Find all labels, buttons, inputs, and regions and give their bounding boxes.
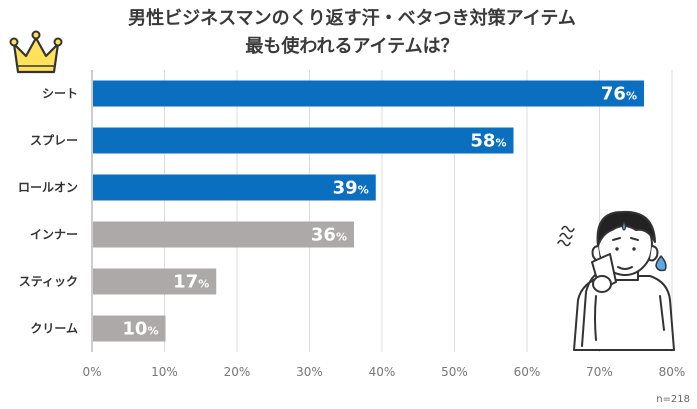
x-tick-label: 10% [151, 365, 178, 379]
x-tick-label: 80% [659, 365, 686, 379]
bar-layer [93, 80, 644, 342]
x-tick-label: 40% [369, 365, 396, 379]
data-label: 36% [311, 225, 347, 246]
x-tick-label: 30% [296, 365, 323, 379]
bar [93, 315, 166, 342]
data-label: 17% [173, 272, 209, 293]
category-label: スティック [19, 275, 78, 289]
x-tick-label: 20% [224, 365, 251, 379]
bar [93, 80, 644, 107]
bar [93, 174, 376, 201]
bar [93, 221, 354, 248]
category-label: シート [42, 87, 78, 101]
data-label: 76% [601, 84, 637, 105]
category-label: インナー [30, 228, 78, 242]
x-tick-label: 60% [514, 365, 541, 379]
data-label: 58% [470, 131, 506, 152]
data-label: 39% [333, 178, 369, 199]
data-label: 10% [122, 319, 158, 340]
crown-icon [9, 30, 63, 74]
bar [93, 127, 514, 154]
sweating-man-illustration [557, 210, 675, 351]
sample-size-note: n=218 [656, 394, 690, 405]
bar [93, 268, 217, 295]
chart-subtitle: 最も使われるアイテムは？ [245, 36, 458, 57]
category-label: クリーム [30, 322, 78, 336]
label-layer: シート 76% スプレー 58% ロールオン 39% インナー 36% スティック 17% クリーム… [18, 84, 637, 340]
grid-layer: 0% 10% 20% 30% 40% 50% 60% 70% 80% [82, 70, 685, 379]
x-tick-label: 70% [586, 365, 613, 379]
category-label: ロールオン [18, 181, 78, 195]
x-tick-label: 0% [82, 365, 101, 379]
x-tick-label: 50% [441, 365, 468, 379]
category-label: スプレー [30, 133, 78, 148]
chart-title: 男性ビジネスマンのくり返す汗・ベタつき対策アイテム [128, 7, 576, 29]
